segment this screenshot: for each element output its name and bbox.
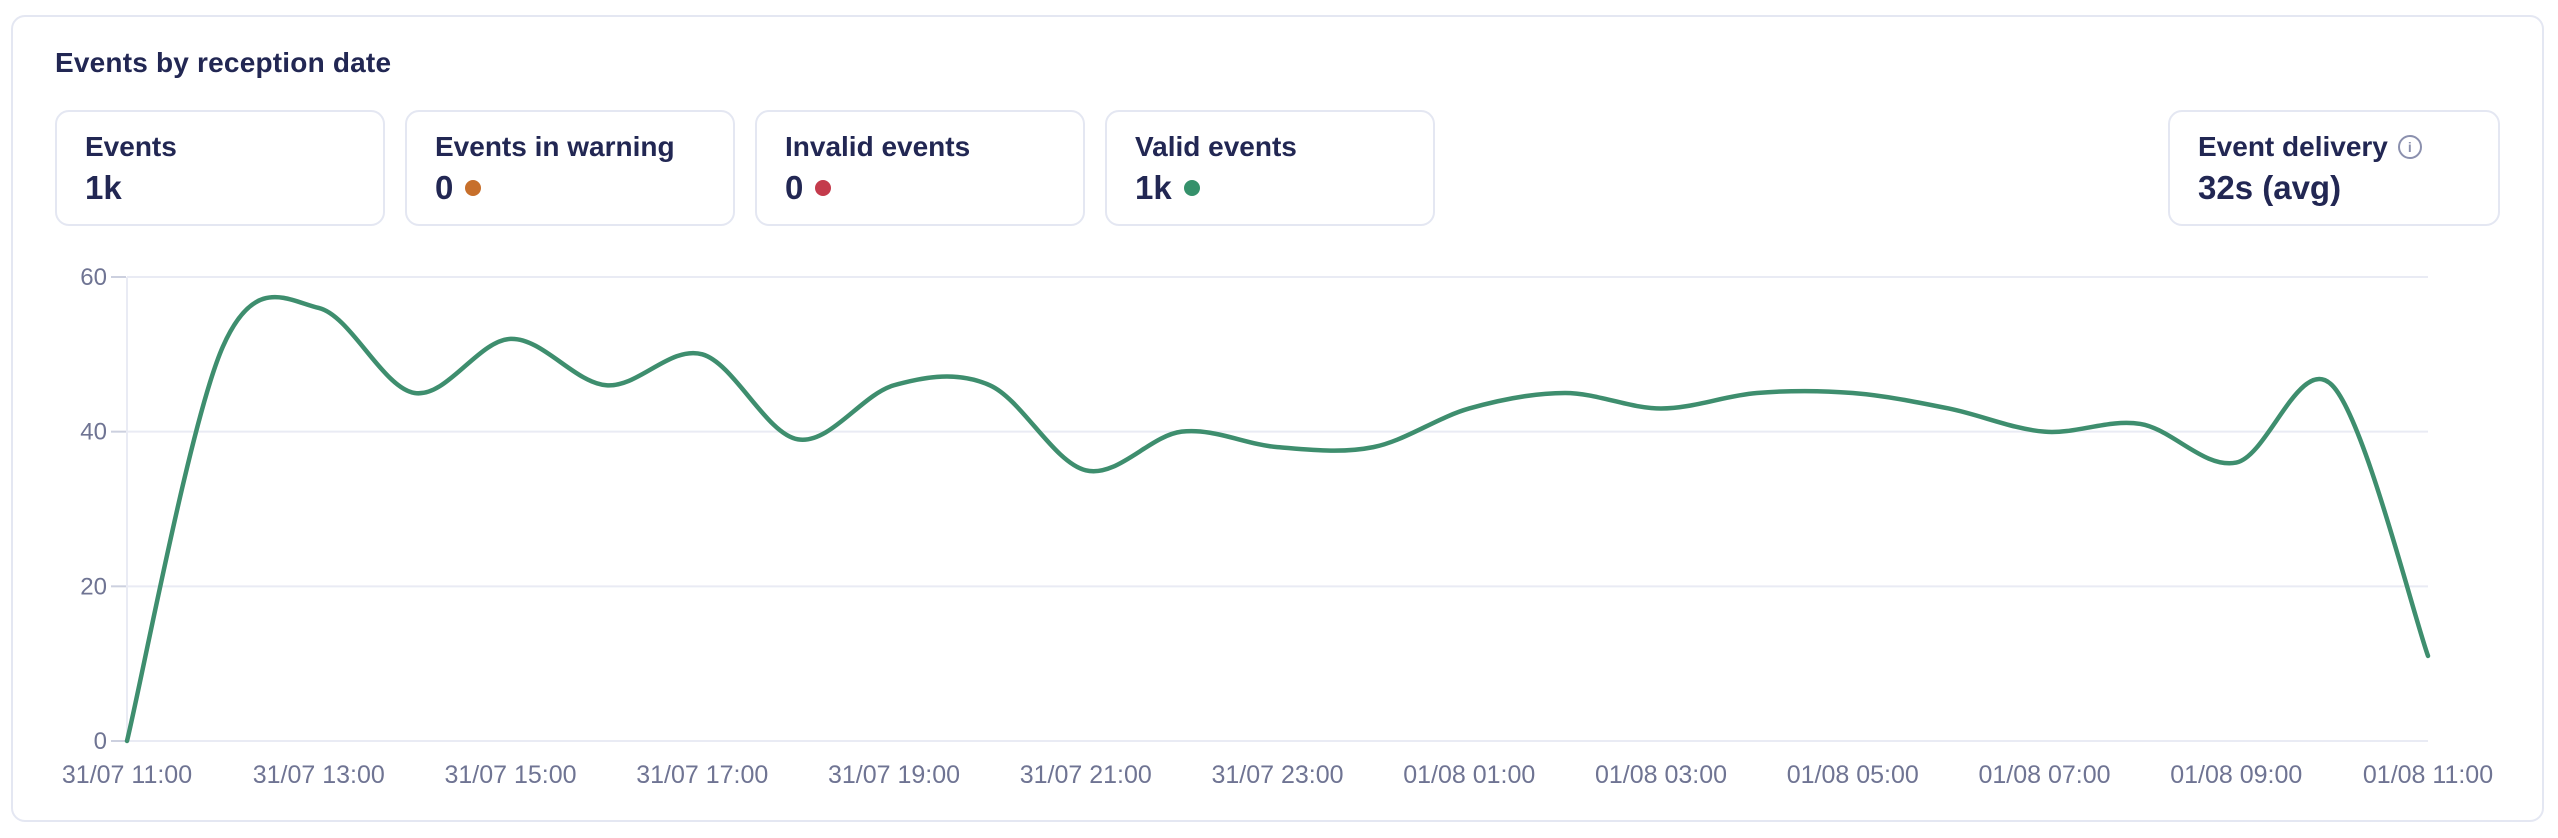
stat-label: Events	[85, 131, 177, 162]
svg-text:31/07 17:00: 31/07 17:00	[636, 761, 768, 789]
svg-text:31/07 15:00: 31/07 15:00	[444, 761, 576, 789]
stat-value: 0	[785, 169, 804, 206]
stat-card-invalid-events: Invalid events 0	[755, 110, 1085, 226]
stat-value: 1k	[85, 169, 122, 206]
stat-value: 1k	[1135, 169, 1172, 206]
stat-label: Events in warning	[435, 131, 675, 162]
stat-label: Valid events	[1135, 131, 1297, 162]
stats-row: Events 1k Events in warning 0 Invalid ev…	[55, 110, 1435, 226]
stat-card-valid-events: Valid events 1k	[1105, 110, 1435, 226]
stat-card-event-delivery: Event delivery i 32s (avg)	[2168, 110, 2500, 226]
svg-text:01/08 11:00: 01/08 11:00	[2363, 761, 2493, 789]
svg-text:0: 0	[94, 728, 107, 755]
info-icon[interactable]: i	[2397, 135, 2422, 159]
stat-card-events: Events 1k	[55, 110, 385, 226]
stat-value: 32s (avg)	[2198, 169, 2342, 206]
svg-text:01/08 09:00: 01/08 09:00	[2170, 761, 2302, 789]
svg-text:01/08 01:00: 01/08 01:00	[1403, 761, 1535, 789]
svg-text:20: 20	[80, 573, 107, 600]
invalid-dot	[815, 180, 832, 196]
valid-dot	[1183, 180, 1200, 196]
svg-text:60: 60	[80, 264, 107, 291]
events-panel: Events by reception date Events 1k Event…	[11, 15, 2544, 822]
stat-value: 0	[435, 169, 454, 206]
svg-text:31/07 19:00: 31/07 19:00	[828, 761, 960, 789]
stat-card-events-in-warning: Events in warning 0	[405, 110, 735, 226]
svg-text:31/07 11:00: 31/07 11:00	[62, 761, 192, 789]
warning-dot	[465, 180, 482, 196]
stat-label: Invalid events	[785, 131, 971, 162]
panel-title: Events by reception date	[55, 47, 392, 78]
svg-text:01/08 05:00: 01/08 05:00	[1787, 761, 1919, 789]
svg-text:31/07 21:00: 31/07 21:00	[1020, 761, 1152, 789]
svg-text:31/07 23:00: 31/07 23:00	[1211, 761, 1343, 789]
svg-text:40: 40	[80, 419, 107, 446]
svg-text:31/07 13:00: 31/07 13:00	[253, 761, 385, 789]
svg-text:01/08 03:00: 01/08 03:00	[1595, 761, 1727, 789]
stat-label: Event delivery	[2198, 131, 2388, 162]
svg-text:01/08 07:00: 01/08 07:00	[1978, 761, 2110, 789]
